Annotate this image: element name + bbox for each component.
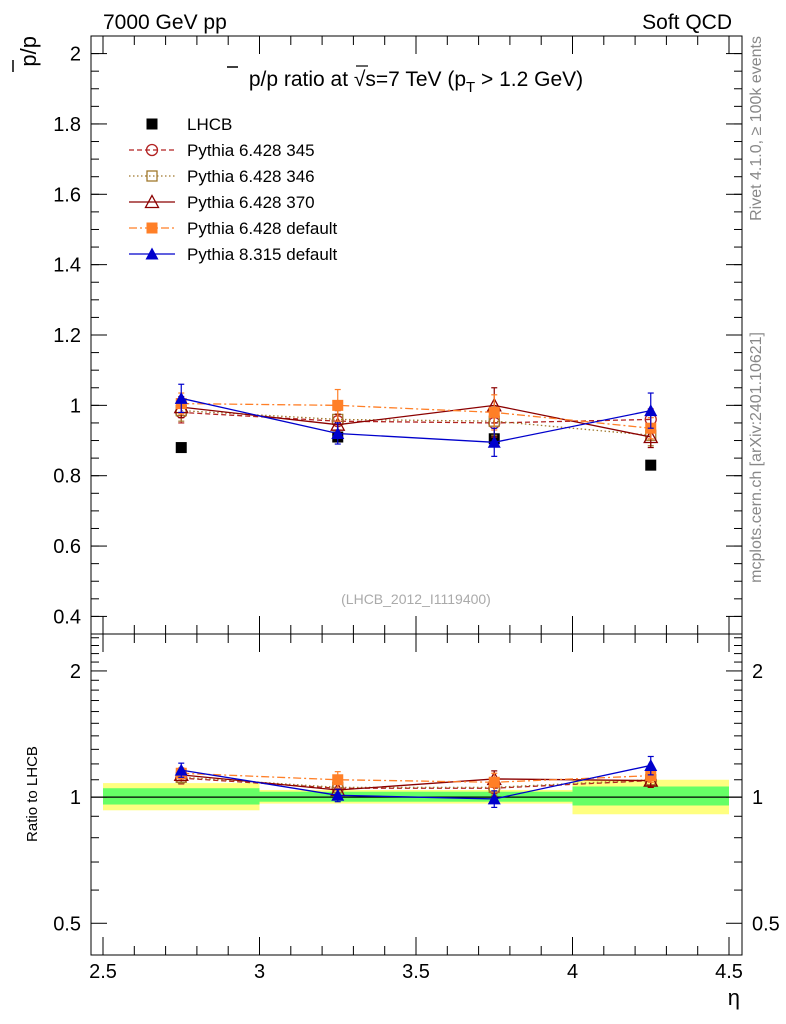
main-line-py345 bbox=[181, 411, 651, 424]
legend-marker bbox=[146, 222, 158, 234]
ratio-point-py6def bbox=[488, 776, 500, 788]
ratio-series-layer bbox=[173, 755, 659, 808]
main-line-py8def bbox=[181, 397, 651, 443]
main-point-py8def bbox=[331, 426, 345, 439]
ratio-y-label: Ratio to LHCB bbox=[24, 746, 41, 842]
ratio-y-tick-label-right: 0.5 bbox=[752, 913, 780, 935]
legend-marker bbox=[146, 170, 158, 182]
ratio-point-py8def bbox=[331, 788, 345, 801]
ratio-y-tick-label: 0.5 bbox=[53, 913, 81, 935]
ratio-y-tick-label: 2 bbox=[70, 661, 81, 683]
main-point-py8def bbox=[644, 404, 658, 417]
legend-label: Pythia 6.428 default bbox=[187, 219, 338, 238]
legend-label: Pythia 6.428 370 bbox=[187, 193, 315, 212]
legend-entry-py346: Pythia 6.428 346 bbox=[129, 167, 315, 186]
ratio-y-axis: 0.5 0.5 1 1 2 2 bbox=[53, 637, 780, 935]
ratio-y-tick-label-right: 2 bbox=[752, 661, 763, 683]
main-series-py345 bbox=[175, 401, 657, 438]
legend: LHCB Pythia 6.428 345 Pythia 6.428 346 Pyth… bbox=[129, 115, 338, 264]
ratio-series-py8def bbox=[174, 755, 658, 808]
ratio-y-tick-label-right: 1 bbox=[752, 787, 763, 809]
legend-entry-py6def: Pythia 6.428 default bbox=[129, 219, 338, 238]
legend-entry-py8def: Pythia 8.315 default bbox=[129, 245, 338, 264]
main-panel: 0.4 0.6 0.8 1 1.2 1.4 1.6 1.8 2 p/p ratio at √s=… bbox=[12, 35, 743, 635]
title-energy: =7 TeV (p bbox=[376, 68, 466, 91]
ratio-point-py6def bbox=[332, 774, 344, 786]
legend-entry-lhcb: LHCB bbox=[146, 115, 232, 134]
main-line-py6def bbox=[181, 402, 651, 429]
main-series-py8def bbox=[174, 383, 658, 457]
legend-entry-py370: Pythia 6.428 370 bbox=[129, 193, 315, 212]
main-point-lhcb bbox=[645, 459, 657, 471]
x-tick-label: 3.5 bbox=[402, 961, 430, 983]
rivet-side-text: Rivet 4.1.0, ≥ 100k events bbox=[748, 36, 765, 221]
ratio-x-axis: 2.5 3 3.5 4 4.5 bbox=[89, 634, 743, 983]
main-point-py8def bbox=[487, 435, 501, 448]
title-sqrt: √ bbox=[354, 68, 366, 91]
main-y-tick-label: 0.6 bbox=[53, 536, 81, 558]
legend-entry-py345: Pythia 6.428 345 bbox=[129, 141, 315, 160]
ratio-point-py8def bbox=[174, 763, 188, 776]
main-y-tick-label: 1.6 bbox=[53, 184, 81, 206]
legend-marker bbox=[145, 247, 159, 260]
title-sub: T bbox=[466, 79, 475, 96]
legend-marker bbox=[144, 194, 160, 209]
legend-label: Pythia 6.428 346 bbox=[187, 167, 315, 186]
main-series-layer bbox=[173, 383, 659, 471]
ratio-point-py8def bbox=[487, 792, 501, 805]
main-series-py370 bbox=[173, 387, 659, 449]
main-y-tick-label: 1.2 bbox=[53, 325, 81, 347]
main-point-lhcb bbox=[175, 442, 187, 454]
legend-label: LHCB bbox=[187, 115, 232, 134]
header-left-label: 7000 GeV pp bbox=[103, 11, 227, 34]
title-prefix: p/p ratio at bbox=[249, 68, 354, 91]
main-y-tick-label: 1 bbox=[70, 395, 81, 417]
ratio-point-py8def bbox=[644, 758, 658, 771]
main-point-py6def bbox=[332, 399, 344, 411]
ratio-line-py6def bbox=[181, 772, 651, 783]
x-tick-label: 4.5 bbox=[715, 961, 743, 983]
ratio-panel: 0.5 0.5 1 1 2 2 2.5 3 3.5 4 4.5 Ratio to LHCB η bbox=[24, 633, 780, 1010]
main-point-py370 bbox=[643, 429, 659, 444]
legend-label: Pythia 6.428 345 bbox=[187, 141, 315, 160]
header-right-label: Soft QCD bbox=[642, 11, 732, 34]
main-y-tick-label: 0.8 bbox=[53, 466, 81, 488]
main-y-tick-label: 1.8 bbox=[53, 114, 81, 136]
main-y-tick-label: 1.4 bbox=[53, 255, 81, 277]
ratio-y-tick-label: 1 bbox=[70, 787, 81, 809]
legend-marker bbox=[146, 118, 158, 130]
title-suffix: > 1.2 GeV) bbox=[475, 68, 583, 91]
main-x-axis-ticks bbox=[102, 36, 730, 634]
ratio-band-green bbox=[103, 788, 260, 805]
chart-title: p/p ratio at √s=7 TeV (pT > 1.2 GeV) bbox=[249, 68, 583, 96]
main-y-tick-label: 0.4 bbox=[53, 606, 81, 628]
x-axis-label: η bbox=[728, 985, 740, 1010]
x-tick-label: 2.5 bbox=[89, 961, 117, 983]
ratio-line-py345 bbox=[181, 777, 651, 789]
x-tick-label: 3 bbox=[254, 961, 265, 983]
main-point-py6def bbox=[488, 406, 500, 418]
main-y-label: p/p bbox=[16, 36, 41, 67]
x-tick-label: 4 bbox=[567, 961, 578, 983]
main-y-axis: 0.4 0.6 0.8 1 1.2 1.4 1.6 1.8 2 bbox=[53, 44, 742, 628]
ratio-band-green bbox=[572, 786, 729, 806]
legend-label: Pythia 8.315 default bbox=[187, 245, 338, 264]
mcplots-side-text: mcplots.cern.ch [arXiv:2401.10621] bbox=[748, 332, 765, 583]
ratio-point-py6def bbox=[645, 770, 657, 782]
title-s: s bbox=[365, 68, 376, 91]
main-line-py370 bbox=[181, 404, 651, 438]
main-point-py8def bbox=[174, 391, 188, 404]
main-y-tick-label: 2 bbox=[70, 44, 81, 66]
ratio-line-py8def bbox=[181, 764, 651, 800]
legend-marker bbox=[145, 143, 159, 157]
analysis-watermark: (LHCB_2012_I1119400) bbox=[341, 591, 491, 607]
